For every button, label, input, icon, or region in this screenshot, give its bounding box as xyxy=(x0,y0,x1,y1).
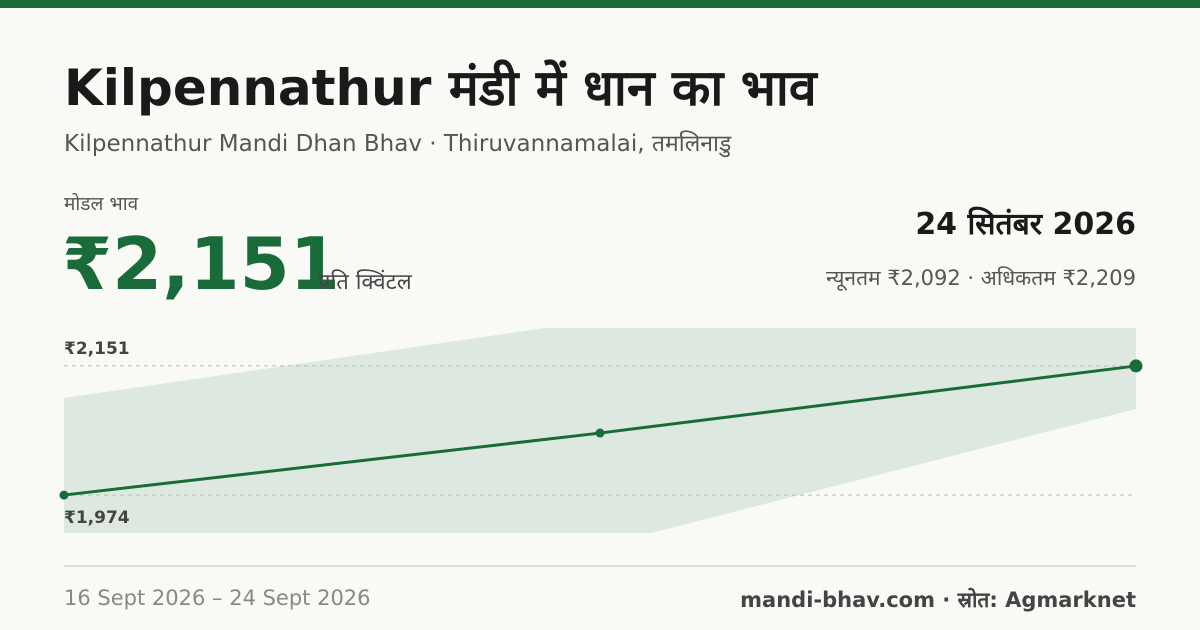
date: 24 सितंबर 2026 xyxy=(915,207,1136,242)
price: ₹2,151 xyxy=(62,222,340,306)
date-range: 16 Sept 2026 – 24 Sept 2026 xyxy=(64,586,371,610)
data-point xyxy=(595,428,605,438)
start-date: 16 Sept 2026 xyxy=(64,586,206,610)
price-label: मोडल भाव xyxy=(64,193,139,215)
source: mandi-bhav.com · स्रोत: Agmarknet xyxy=(740,588,1136,612)
price-range: न्यूनतम ₹2,092 · अधिकतम ₹2,209 xyxy=(826,266,1136,290)
data-point xyxy=(1129,359,1143,373)
subtitle: Kilpennathur Mandi Dhan Bhav · Thiruvann… xyxy=(64,131,732,157)
data-point xyxy=(59,490,69,500)
y-tick-label: ₹2,151 xyxy=(64,339,130,359)
top-bar xyxy=(0,0,1200,8)
price-unit: प्रति क्विंटल xyxy=(318,270,412,295)
end-date: 24 Sept 2026 xyxy=(229,586,371,610)
y-tick-label: ₹1,974 xyxy=(64,508,130,528)
separator: – xyxy=(205,586,230,610)
title: Kilpennathur मंडी में धान का भाव xyxy=(64,59,817,117)
